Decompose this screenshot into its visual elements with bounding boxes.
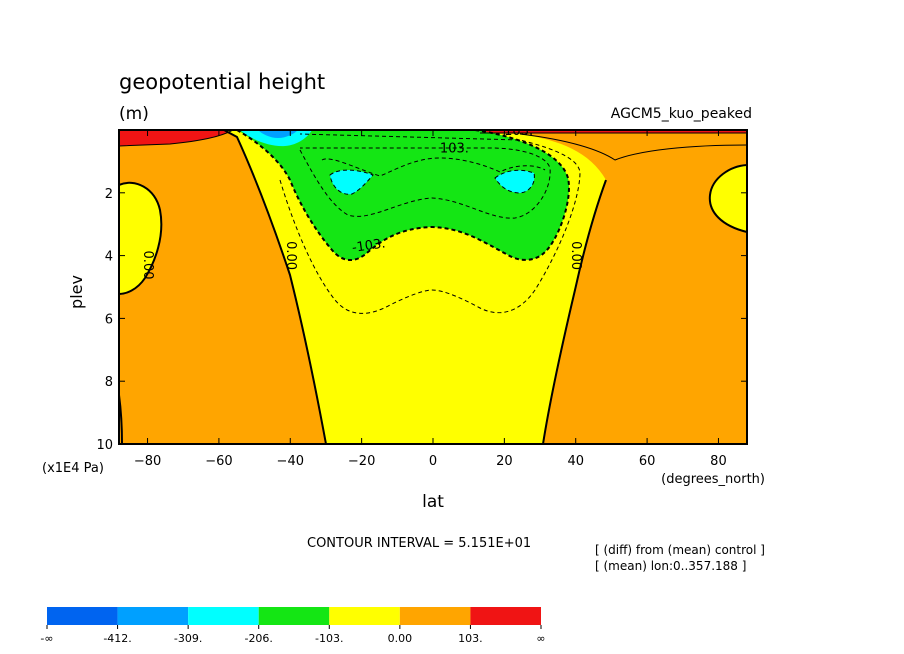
contour-neg154-dashed: [299, 147, 551, 219]
x-axis-units: (degrees_north): [661, 472, 765, 487]
y-tick-label: 10: [96, 438, 113, 453]
y-tick-label: 8: [105, 375, 113, 390]
contour-positive-top: [119, 130, 234, 147]
y-axis-units: (x1E4 Pa): [42, 461, 104, 476]
contour-neg51-dashed: [279, 133, 581, 314]
contour-label: 0.00: [140, 251, 155, 280]
y-tick-label: 6: [105, 312, 113, 327]
contour-zero-left: [223, 130, 327, 444]
colorbar-label: -∞: [40, 632, 53, 645]
fill-green: [237, 130, 569, 261]
colorbar-swatch: [117, 607, 189, 625]
x-tick-label: −40: [277, 454, 304, 469]
fill-yellow-right-lobe: [709, 165, 747, 232]
y-tick-label: 4: [105, 250, 113, 265]
chart-title: geopotential height: [119, 70, 325, 94]
x-tick-label: 60: [639, 454, 656, 469]
fill-cyan-right-blob: [495, 170, 535, 193]
colorbar-swatch: [399, 607, 471, 625]
contour-label: 103.: [440, 141, 469, 156]
colorbar: -∞ -412. -309. -206. -103. 0.00 103. ∞: [40, 607, 546, 645]
colorbar-swatch: [258, 607, 330, 625]
contour-label: 0.00: [568, 241, 583, 270]
colorbar-swatch: [470, 607, 541, 625]
colorbar-swatch: [188, 607, 259, 625]
contour-neg206-right-blob: [494, 169, 535, 194]
experiment-label: AGCM5_kuo_peaked: [611, 106, 752, 122]
contour-neg206-left-blob: [329, 169, 374, 195]
x-tick-label: 20: [496, 454, 513, 469]
x-axis-label: lat: [422, 492, 444, 512]
x-axis: −80 −60 −40 −20 0 20 40 60 80: [134, 130, 727, 469]
contour-zero-left-lobe: [119, 181, 163, 295]
x-tick-label: 80: [710, 454, 727, 469]
diff-note-line2: [ (mean) lon:0..357.188 ]: [595, 559, 746, 573]
contour-label: 0.00: [283, 241, 298, 270]
fill-cyan-left-blob: [330, 170, 373, 195]
contour-labels: 0.00 0.00 0.00 -103. 103. 103.: [140, 124, 583, 280]
diff-note-line1: [ (diff) from (mean) control ]: [595, 543, 765, 557]
fill-lightblue-top: [258, 130, 298, 138]
y-axis: 2 4 6 8 10: [96, 187, 747, 453]
x-tick-label: −20: [348, 454, 375, 469]
colorbar-label: 103.: [458, 632, 483, 645]
contour-plot-area: 0.00 0.00 0.00 -103. 103. 103.: [119, 124, 747, 444]
colorbar-label: -206.: [244, 632, 272, 645]
chart-units: (m): [119, 104, 149, 124]
colorbar-label: -412.: [103, 632, 131, 645]
contour-positive-arc: [519, 133, 747, 161]
colorbar-label: 0.00: [388, 632, 413, 645]
contour-zero-right: [542, 179, 607, 444]
contour-label: -103.: [351, 236, 386, 256]
contour-interval-label: CONTOUR INTERVAL = 5.151E+01: [307, 536, 531, 551]
x-tick-label: 0: [429, 454, 437, 469]
colorbar-swatch: [329, 607, 400, 625]
contour-neg103-green: [236, 130, 570, 261]
colorbar-label: -103.: [315, 632, 343, 645]
contour-label: 103.: [504, 124, 533, 139]
y-tick-label: 2: [105, 187, 113, 202]
x-tick-label: −60: [205, 454, 232, 469]
fill-cyan-top: [240, 130, 312, 147]
contour-zero-right-lobe: [708, 164, 747, 233]
x-tick-label: 40: [567, 454, 584, 469]
y-axis-label: plev: [67, 275, 86, 309]
colorbar-swatch: [47, 607, 118, 625]
colorbar-label: ∞: [536, 632, 545, 645]
contour-neg206-dashed: [321, 157, 546, 177]
x-tick-label: −80: [134, 454, 161, 469]
colorbar-label: -309.: [174, 632, 202, 645]
